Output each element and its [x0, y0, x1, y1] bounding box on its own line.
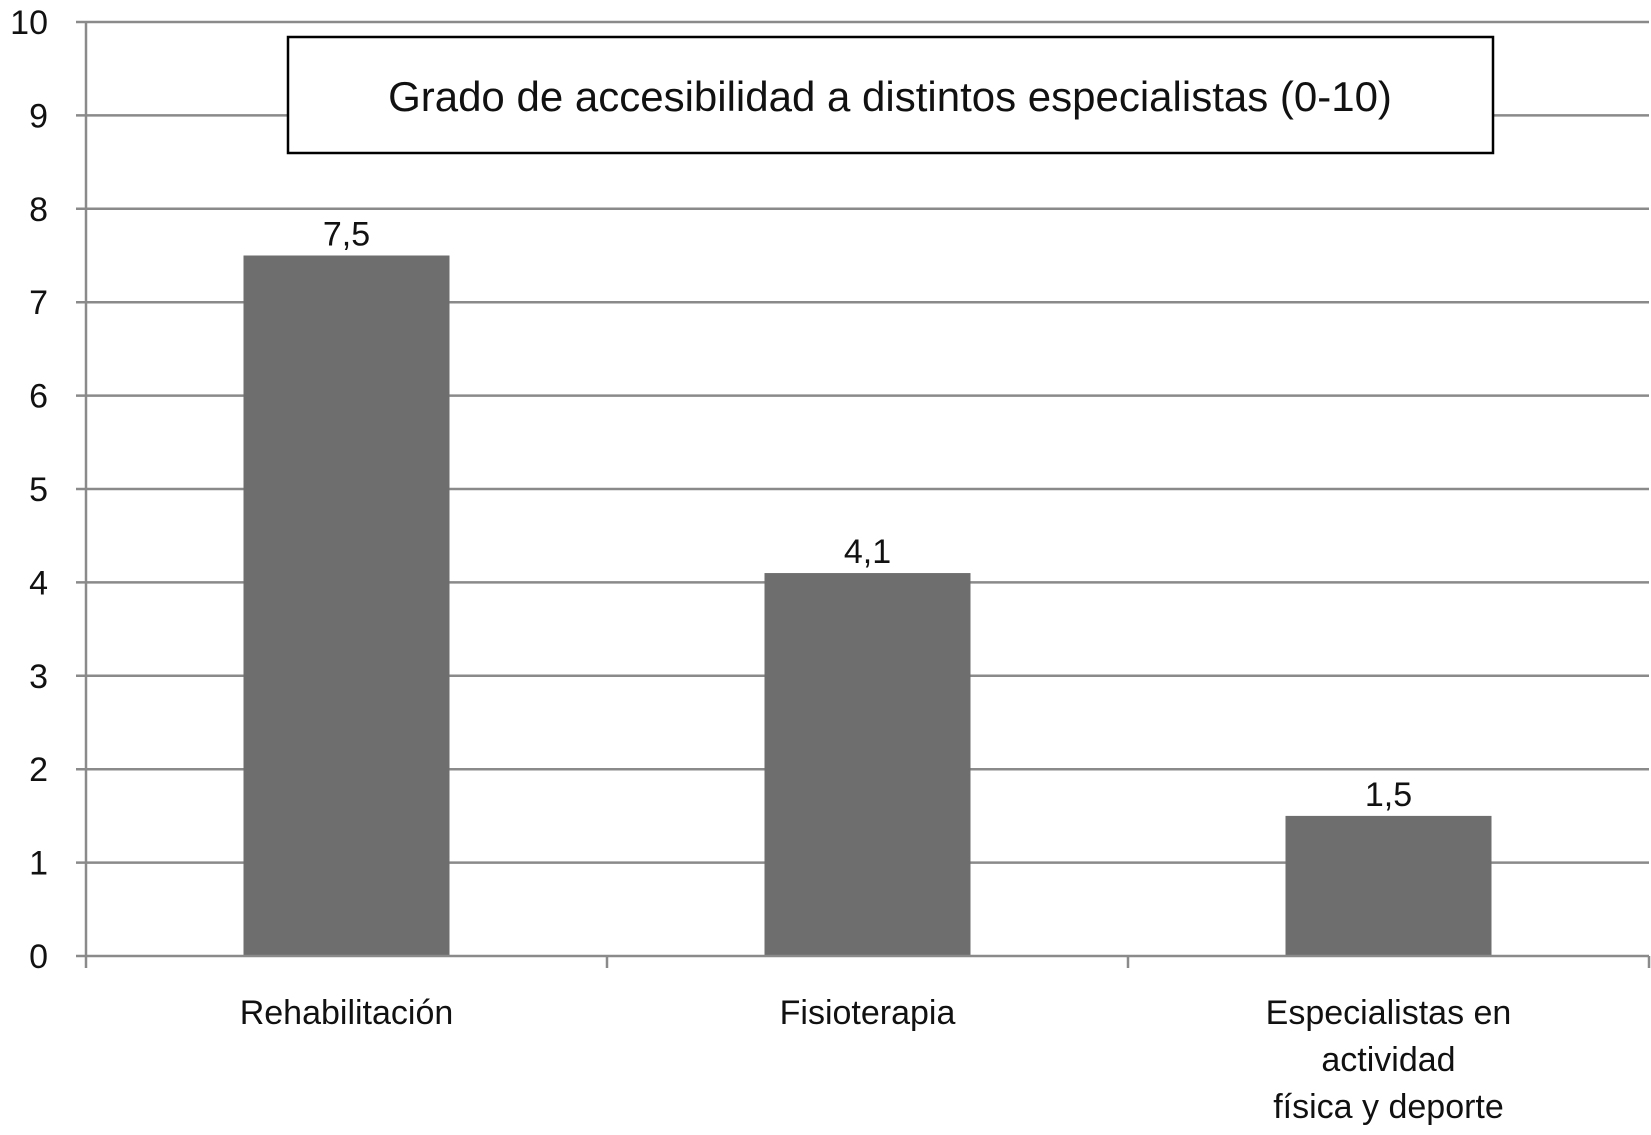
chart-title-box: Grado de accesibilidad a distintos espec…	[286, 35, 1495, 155]
y-tick-label: 8	[29, 191, 48, 229]
bar	[243, 255, 450, 956]
data-label: 1,5	[1365, 776, 1412, 814]
y-tick-label: 7	[29, 284, 48, 322]
x-tick-label-line: Especialistas en	[1266, 994, 1512, 1032]
x-tick-label-line: Rehabilitación	[240, 994, 454, 1032]
y-tick-label: 3	[29, 658, 48, 696]
labels: 0 1 2 3 4 5 6 7 8 9 10 7,5 Rehabilitación 4,1 Fisioter…	[10, 4, 1511, 1126]
y-tick-label: 0	[29, 938, 48, 976]
title-frame	[286, 35, 1495, 155]
y-tick-label: 6	[29, 378, 48, 416]
data-label: 7,5	[323, 216, 370, 254]
x-tick-label: Rehabilitación	[240, 994, 454, 1032]
y-tick-label: 10	[10, 4, 48, 42]
chart-title: Grado de accesibilidad a distintos espec…	[388, 73, 1392, 120]
y-tick-label: 2	[29, 751, 48, 789]
data-label: 4,1	[844, 533, 891, 571]
x-tick-label-line: física y deporte	[1273, 1088, 1504, 1126]
bar	[764, 573, 971, 956]
axes	[76, 22, 1651, 968]
x-tick-label-line: Fisioterapia	[780, 994, 956, 1032]
bars	[243, 255, 1492, 956]
y-tick-label: 1	[29, 845, 48, 883]
y-tick-label: 4	[29, 564, 48, 602]
x-tick-label-line: actividad	[1321, 1041, 1455, 1079]
y-tick-label: 9	[29, 97, 48, 135]
x-tick-label: Especialistas en actividad física y deport…	[1266, 994, 1512, 1126]
y-tick-label: 5	[29, 471, 48, 509]
bar	[1285, 815, 1492, 956]
x-tick-label: Fisioterapia	[780, 994, 956, 1032]
